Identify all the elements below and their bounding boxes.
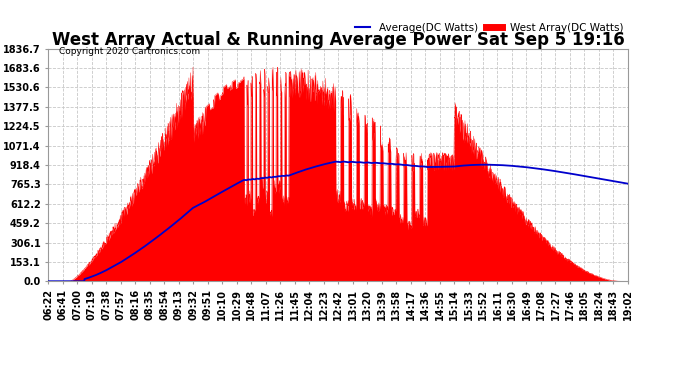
Text: Copyright 2020 Cartronics.com: Copyright 2020 Cartronics.com bbox=[59, 47, 200, 56]
Legend: Average(DC Watts), West Array(DC Watts): Average(DC Watts), West Array(DC Watts) bbox=[351, 18, 628, 37]
Title: West Array Actual & Running Average Power Sat Sep 5 19:16: West Array Actual & Running Average Powe… bbox=[52, 31, 624, 49]
